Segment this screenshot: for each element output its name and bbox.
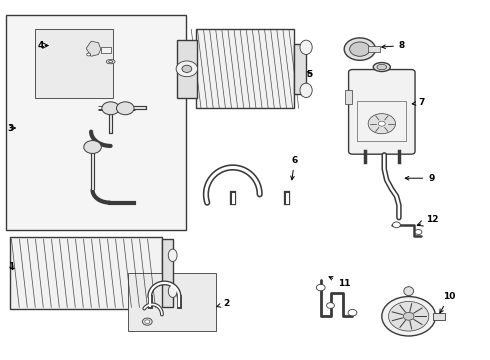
Circle shape — [382, 297, 436, 336]
Bar — [196, 30, 294, 108]
Bar — [101, 47, 111, 53]
Circle shape — [143, 318, 152, 325]
Circle shape — [327, 303, 334, 309]
Text: 3: 3 — [7, 123, 13, 132]
Bar — [176, 40, 197, 98]
Bar — [128, 273, 216, 330]
Bar — [294, 44, 306, 94]
Ellipse shape — [300, 40, 312, 54]
Circle shape — [117, 102, 134, 115]
Text: 6: 6 — [291, 156, 297, 180]
Text: 11: 11 — [329, 277, 350, 288]
Ellipse shape — [168, 285, 177, 297]
Circle shape — [392, 222, 400, 228]
Circle shape — [317, 284, 325, 291]
Text: 12: 12 — [426, 215, 438, 224]
Ellipse shape — [300, 83, 312, 98]
Ellipse shape — [87, 53, 91, 56]
Ellipse shape — [377, 64, 387, 70]
Ellipse shape — [373, 63, 391, 72]
Bar — [433, 313, 445, 320]
Circle shape — [102, 102, 120, 115]
Ellipse shape — [109, 60, 113, 63]
Ellipse shape — [106, 59, 115, 64]
Bar — [345, 90, 352, 104]
Text: 7: 7 — [412, 98, 425, 107]
FancyBboxPatch shape — [348, 69, 415, 154]
Circle shape — [145, 320, 150, 323]
Bar — [35, 30, 113, 98]
Circle shape — [389, 301, 429, 331]
Circle shape — [368, 114, 395, 134]
Ellipse shape — [404, 287, 414, 296]
Circle shape — [182, 65, 192, 72]
Ellipse shape — [168, 249, 177, 262]
Text: 9: 9 — [405, 174, 435, 183]
Ellipse shape — [350, 42, 370, 56]
Circle shape — [403, 312, 414, 320]
Bar — [10, 237, 162, 309]
Bar — [5, 15, 186, 230]
Circle shape — [378, 121, 385, 126]
Circle shape — [176, 61, 197, 77]
Bar — [357, 101, 406, 140]
Text: 10: 10 — [440, 292, 455, 313]
Text: 2: 2 — [217, 299, 229, 308]
Bar — [368, 46, 380, 52]
Text: 1: 1 — [8, 262, 14, 271]
Ellipse shape — [344, 38, 375, 60]
Bar — [162, 239, 172, 307]
Circle shape — [415, 229, 422, 234]
Circle shape — [84, 140, 101, 153]
Circle shape — [348, 310, 357, 316]
Text: 8: 8 — [382, 41, 405, 50]
Polygon shape — [86, 41, 101, 56]
Text: 4: 4 — [37, 41, 44, 50]
Text: 5: 5 — [306, 70, 312, 79]
